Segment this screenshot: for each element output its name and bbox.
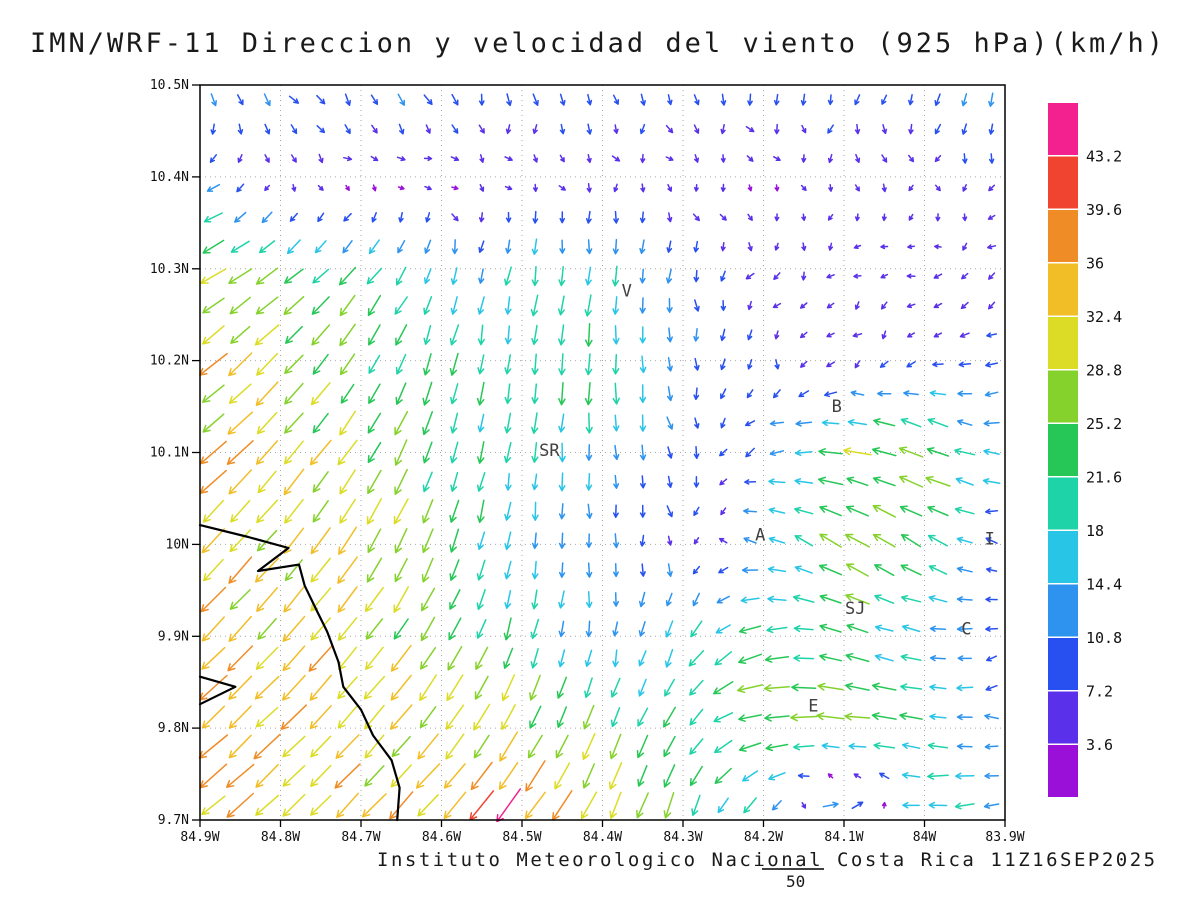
station-label: E <box>808 697 818 717</box>
station-label: I <box>985 529 995 549</box>
colorbar-segment <box>1048 156 1078 209</box>
x-tick-label: 84.9W <box>180 830 219 845</box>
y-tick-label: 9.7N <box>158 813 189 828</box>
station-label: B <box>832 397 842 417</box>
colorbar-tick-label: 7.2 <box>1086 683 1113 701</box>
colorbar-segment <box>1048 638 1078 690</box>
y-tick-label: 10.5N <box>150 78 189 93</box>
y-tick-label: 10.2N <box>150 354 189 369</box>
colorbar-tick-label: 18 <box>1086 522 1104 540</box>
colorbar-segment <box>1048 210 1078 262</box>
colorbar-tick-label: 39.6 <box>1086 201 1122 219</box>
x-tick-label: 84.6W <box>422 830 461 845</box>
colorbar: 43.2 39.6 36 32.4 28.8 25.2 21.6 18 14.4 10.8 7.2 3… <box>1048 103 1122 797</box>
colorbar-tick-label: 32.4 <box>1086 308 1122 326</box>
x-tick-label: 84.2W <box>744 830 783 845</box>
colorbar-segment <box>1048 370 1078 423</box>
colorbar-segment <box>1048 317 1078 369</box>
colorbar-tick-label: 28.8 <box>1086 362 1122 380</box>
y-tick-label: 10.4N <box>150 170 189 185</box>
station-labels: V B SR A I SJ C E <box>539 281 995 716</box>
chart-title: IMN/WRF-11 Direccion y velocidad del vie… <box>30 28 1167 59</box>
reference-vector-value: 50 <box>786 872 806 891</box>
y-tick-label: 9.8N <box>158 721 189 736</box>
colorbar-tick-label: 3.6 <box>1086 736 1113 754</box>
colorbar-segment <box>1048 745 1078 797</box>
colorbar-tick-label: 25.2 <box>1086 415 1122 433</box>
x-tick-label: 84.4W <box>583 830 622 845</box>
graticule-grid <box>200 85 1005 820</box>
colorbar-tick-label: 10.8 <box>1086 629 1122 647</box>
x-tick-label: 83.9W <box>985 830 1024 845</box>
station-label: SR <box>539 441 560 461</box>
y-axis: 10.5N 10.4N 10.3N 10.2N 10.1N 10N 9.9N 9.8N 9.7N <box>150 78 200 828</box>
colorbar-segment <box>1048 263 1078 316</box>
colorbar-tick-label: 21.6 <box>1086 469 1122 487</box>
colorbar-segment <box>1048 691 1078 744</box>
x-tick-label: 84W <box>913 830 937 845</box>
station-label: C <box>961 619 971 639</box>
x-tick-label: 84.3W <box>663 830 702 845</box>
y-tick-label: 10.3N <box>150 262 189 277</box>
colorbar-segment <box>1048 103 1078 155</box>
station-label: V <box>622 281 632 301</box>
y-tick-label: 10N <box>166 537 189 552</box>
colorbar-tick-label: 14.4 <box>1086 576 1122 594</box>
x-tick-label: 84.5W <box>502 830 541 845</box>
station-label: A <box>755 526 765 546</box>
colorbar-segment <box>1048 531 1078 583</box>
wind-arrows <box>198 92 1001 822</box>
y-tick-label: 10.1N <box>150 446 189 461</box>
colorbar-segment <box>1048 477 1078 530</box>
x-tick-label: 84.8W <box>261 830 300 845</box>
x-tick-label: 84.1W <box>824 830 863 845</box>
station-label: SJ <box>845 599 865 619</box>
colorbar-segment <box>1048 424 1078 476</box>
x-axis: 84.9W 84.8W 84.7W 84.6W 84.5W 84.4W 84.3W 84.2W… <box>180 820 1025 845</box>
x-tick-label: 84.7W <box>341 830 380 845</box>
colorbar-segment <box>1048 584 1078 637</box>
colorbar-tick-label: 36 <box>1086 255 1104 273</box>
colorbar-tick-label: 43.2 <box>1086 148 1122 166</box>
chart-footer: Instituto Meteorologico Nacional Costa R… <box>377 849 1158 871</box>
coastline <box>198 524 401 822</box>
y-tick-label: 9.9N <box>158 629 189 644</box>
